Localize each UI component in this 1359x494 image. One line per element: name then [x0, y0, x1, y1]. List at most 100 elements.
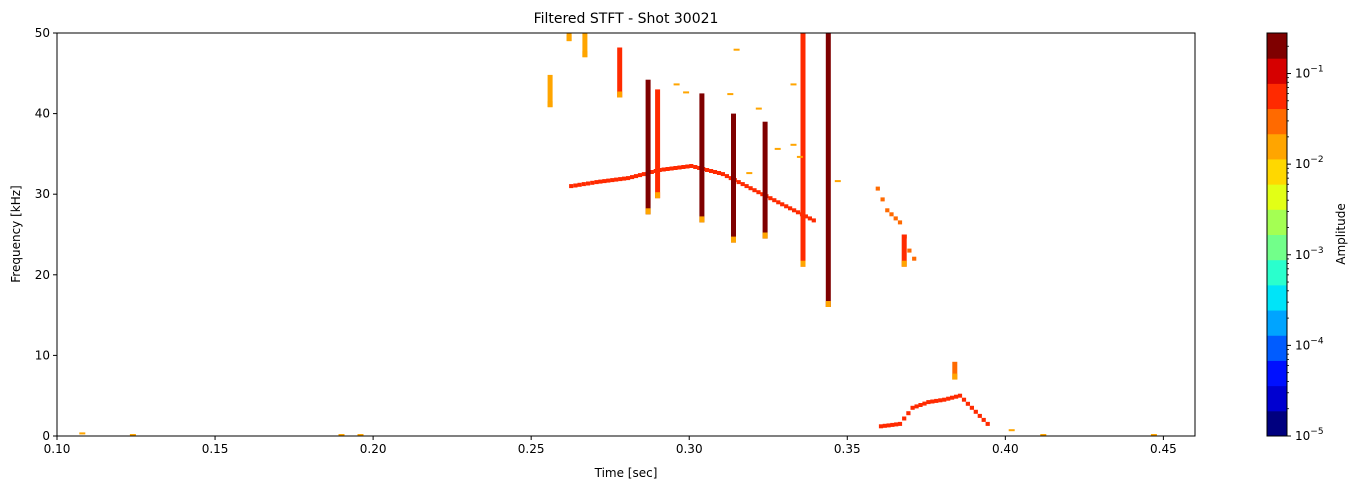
ridge-cell: [728, 176, 733, 181]
colorbar-level: [1267, 259, 1287, 286]
colorbar-level: [1267, 360, 1287, 387]
speck: [733, 48, 740, 51]
chart-title: Filtered STFT - Shot 30021: [534, 11, 719, 27]
streak-edge: [582, 51, 588, 58]
ridge-cell: [649, 170, 654, 174]
streak: [952, 361, 958, 380]
colorbar-level: [1267, 158, 1287, 185]
ridge-cell: [973, 409, 978, 414]
streak: [547, 74, 553, 108]
ridge-cell: [807, 216, 812, 221]
streak-edge: [800, 260, 806, 267]
ridge-cell: [902, 416, 907, 421]
colorbar-level: [1267, 284, 1287, 311]
ridge-cell: [618, 177, 623, 182]
colorbar-level: [1267, 33, 1287, 59]
ridge-cell: [950, 395, 955, 400]
ridge-cell: [977, 413, 982, 418]
ridge-cell: [630, 175, 635, 180]
colorbar-tick-exponent: −5: [1310, 427, 1323, 437]
ridge-cell: [926, 400, 931, 405]
speck: [357, 434, 364, 436]
colorbar-tick-label: 10−5: [1295, 427, 1324, 443]
ridge-cell: [606, 178, 611, 183]
speck: [338, 434, 345, 436]
streak: [645, 79, 651, 215]
plot-frame: [56, 32, 1196, 437]
ridge-cell: [709, 169, 714, 173]
ridge-cell: [569, 184, 574, 189]
streak-edge: [645, 208, 651, 215]
ridge-cell: [697, 166, 702, 170]
ridge-cell: [894, 422, 899, 427]
ridge-cell: [893, 216, 898, 221]
ridge-cell: [803, 214, 808, 219]
streak: [825, 33, 831, 307]
ridge-cell: [740, 182, 745, 187]
speck: [755, 107, 762, 110]
x-tick-label: 0.35: [834, 442, 861, 456]
colorbar-tick-label: 10−4: [1295, 336, 1324, 352]
streak-edge: [655, 192, 661, 199]
ridge-cell: [784, 204, 789, 209]
speck: [796, 155, 803, 158]
ridge-cell: [897, 220, 903, 225]
streak-edge: [952, 373, 958, 380]
ridge-cell: [776, 200, 781, 205]
plot-area: [57, 33, 1195, 436]
ridge-cell: [957, 393, 963, 398]
colorbar-tick-exponent: −4: [1310, 336, 1324, 346]
x-tick-label: 0.25: [518, 442, 545, 456]
ridge-cell: [938, 398, 943, 403]
x-tick-label: 0.10: [44, 442, 71, 456]
ridge-cell: [772, 198, 777, 203]
speck: [129, 434, 136, 436]
colorbar: 10−510−410−310−210−1: [1266, 32, 1324, 443]
ridge-cell: [965, 401, 970, 406]
streak-edge: [731, 236, 736, 243]
streak: [655, 89, 661, 199]
speck: [834, 180, 841, 183]
speck: [673, 83, 680, 86]
y-tick-label: 30: [35, 187, 50, 201]
x-tick-label: 0.40: [992, 442, 1019, 456]
ridge-cell: [969, 405, 974, 410]
streak: [617, 47, 623, 98]
ridge-cell: [875, 186, 880, 191]
colorbar-level: [1267, 335, 1287, 361]
ridge-cell: [712, 170, 718, 174]
colorbar-level: [1267, 209, 1287, 235]
y-axis-label: Frequency [kHz]: [9, 185, 23, 282]
colorbar-tick-base: 10: [1295, 338, 1310, 352]
colorbar-level: [1267, 58, 1287, 84]
x-axis-label: Time [sec]: [594, 466, 658, 480]
colorbar-level: [1267, 133, 1287, 160]
ridge-cell: [736, 180, 741, 185]
y-axis: 0 10 20 30 40 50: [35, 26, 57, 443]
ridge-cell: [946, 396, 951, 401]
ridge-cell: [685, 164, 690, 169]
speck: [727, 93, 734, 96]
ridge-cell: [885, 208, 890, 213]
speck: [790, 143, 797, 146]
spectrogram-marks: [79, 33, 1157, 436]
colorbar-tick-base: 10: [1295, 67, 1310, 81]
colorbar-level: [1267, 385, 1287, 412]
ridge-cell: [930, 399, 935, 404]
ridge-cell: [795, 210, 801, 215]
ridge-cell: [985, 421, 990, 426]
ridge-cell: [897, 421, 903, 426]
streak: [762, 121, 768, 239]
ridge-cell: [586, 181, 591, 186]
colorbar-tick-exponent: −1: [1310, 65, 1323, 75]
ridge-cell: [661, 167, 666, 172]
colorbar-level: [1267, 108, 1287, 135]
ridge-cell: [590, 180, 595, 185]
streak: [901, 234, 907, 267]
ridge-cell: [886, 423, 891, 428]
streak-edge: [617, 91, 623, 98]
ridge-cell: [744, 184, 749, 189]
ridge-cell: [914, 404, 919, 409]
ridge-cell: [954, 394, 959, 399]
